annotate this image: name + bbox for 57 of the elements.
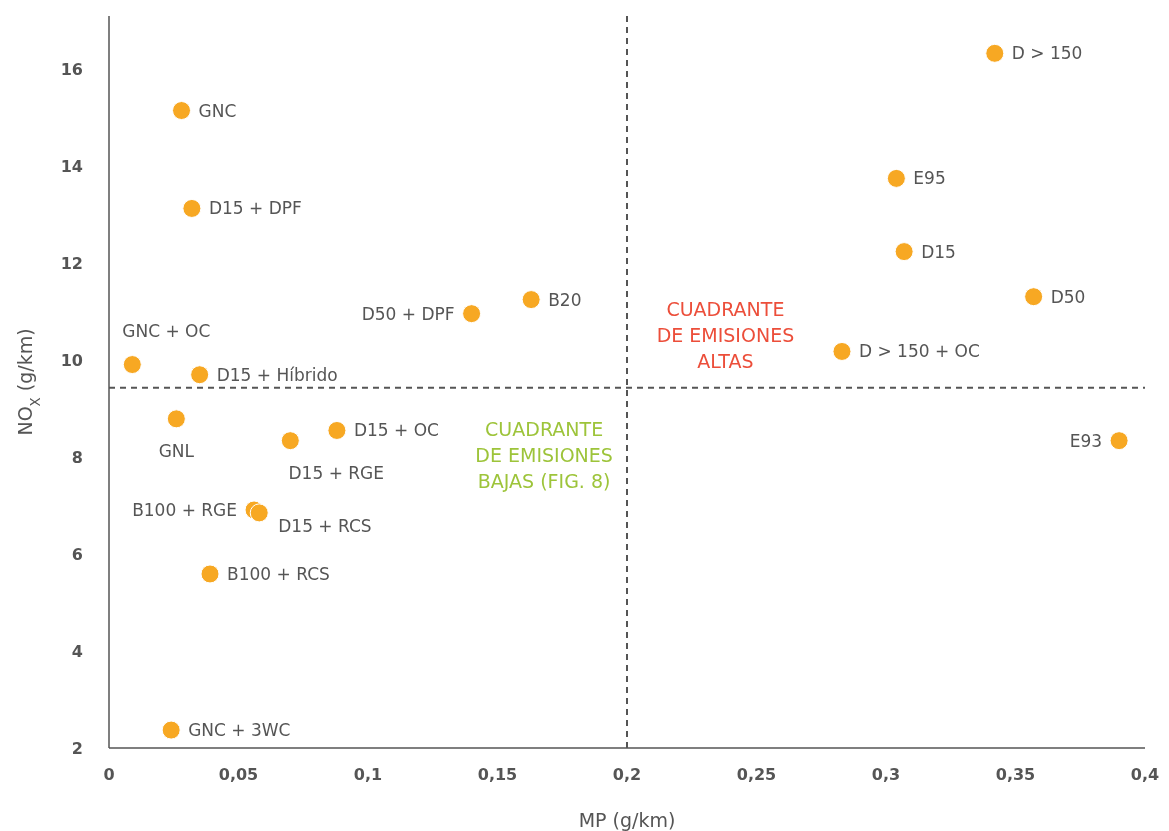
y-tick-label: 10 <box>60 351 83 371</box>
point <box>249 503 269 523</box>
point <box>886 168 906 188</box>
point <box>985 43 1005 63</box>
annotation: CUADRANTE DE EMISIONES BAJAS (FIG. 8) <box>475 418 613 493</box>
y-tick-label: 16 <box>60 60 83 80</box>
point <box>166 409 186 429</box>
annotation: D15 + DPF <box>208 198 302 219</box>
annotation: D15 + Híbrido <box>216 364 338 385</box>
annotation: D15 + RGE <box>288 462 385 483</box>
x-tick-label: 0,1 <box>353 765 383 784</box>
annotation: B100 + RCS <box>227 563 330 584</box>
annotation: D > 150 <box>1011 43 1083 64</box>
annotation: E93 <box>1069 430 1103 451</box>
x-tick-label: 0,25 <box>736 765 777 784</box>
annotation: D15 <box>921 241 956 262</box>
x-tick-label: 0 <box>103 765 115 784</box>
x-axis-title: MP (g/km) <box>578 809 676 831</box>
x-tick-label: 0,15 <box>477 765 518 784</box>
point <box>327 420 347 440</box>
point <box>190 365 210 385</box>
y-tick-label: 2 <box>71 739 83 758</box>
x-tick-label: 0,05 <box>218 765 259 784</box>
point <box>182 198 202 218</box>
point <box>122 355 142 375</box>
annotation: GNC + OC <box>122 320 211 341</box>
annotation: D50 + DPF <box>361 303 455 324</box>
point <box>462 304 482 324</box>
annotation: D50 <box>1050 286 1086 307</box>
point <box>161 720 181 740</box>
x-tick-label: 0,2 <box>612 765 642 784</box>
annotation: D > 150 + OC <box>858 341 980 362</box>
annotation: B100 + RGE <box>132 499 238 520</box>
x-tick-label: 0,4 <box>1130 765 1160 784</box>
x-tick-label: 0,35 <box>995 765 1036 784</box>
y-tick-label: 12 <box>60 254 83 274</box>
annotation: GNC <box>198 100 237 121</box>
y-tick-label: 4 <box>71 642 83 662</box>
annotation: CUADRANTE DE EMISIONES ALTAS <box>656 298 795 373</box>
point <box>1024 287 1044 307</box>
point <box>280 431 300 451</box>
point <box>1109 431 1129 451</box>
annotation: B20 <box>548 289 582 310</box>
point <box>172 101 192 121</box>
x-tick-label: 0,3 <box>871 765 901 784</box>
annotation: GNC + 3WC <box>188 720 291 741</box>
point <box>894 242 914 262</box>
annotation: D15 + RCS <box>278 515 372 536</box>
point <box>200 564 220 584</box>
y-tick-label: 6 <box>71 545 83 565</box>
annotation: GNL <box>158 440 195 461</box>
point <box>832 341 852 361</box>
point <box>521 290 541 310</box>
y-tick-label: 8 <box>71 448 83 468</box>
y-tick-label: 14 <box>60 157 83 177</box>
annotation: D15 + OC <box>353 420 439 441</box>
annotation: E95 <box>913 168 946 189</box>
